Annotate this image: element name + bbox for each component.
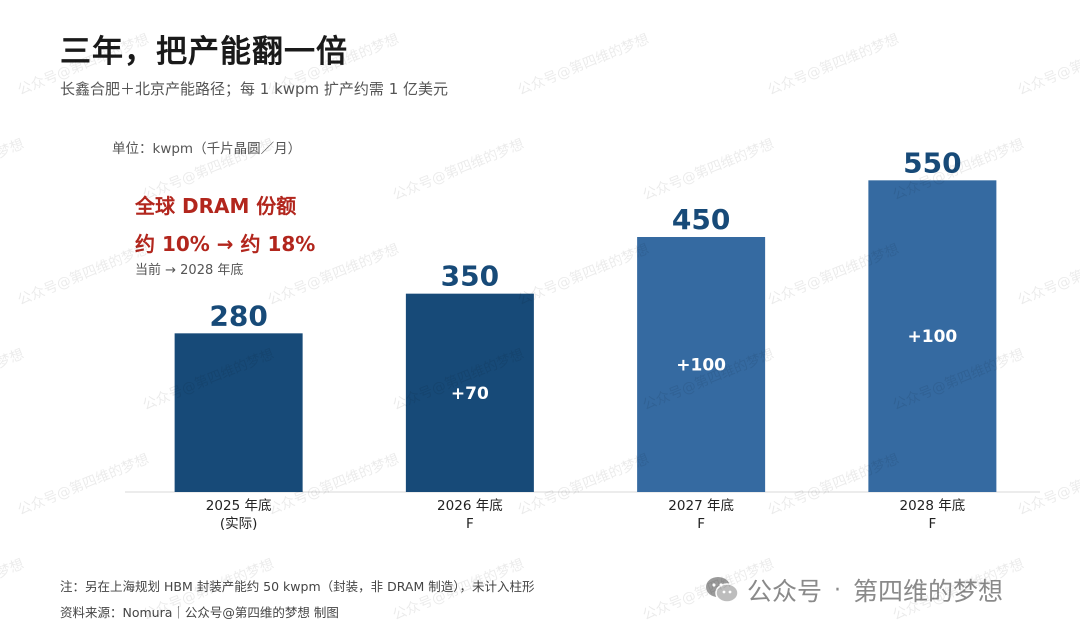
bar-value-label: 280 xyxy=(209,299,267,332)
highlight-title: 全球 DRAM 份额 xyxy=(135,194,297,218)
bar xyxy=(868,180,997,493)
highlight-period: 当前 → 2028 年底 xyxy=(135,263,244,278)
x-tick-label: F xyxy=(466,516,474,532)
brand-name-2: 第四维的梦想 xyxy=(853,577,1004,606)
bar xyxy=(637,237,766,492)
bar-increment-label: +70 xyxy=(451,384,489,404)
bar xyxy=(405,293,534,492)
brand-separator: · xyxy=(834,577,842,603)
footnote: 注：另在上海规划 HBM 封装产能约 50 kwpm（封装，非 DRAM 制造）… xyxy=(60,579,535,594)
bar-increment-label: +100 xyxy=(676,356,726,376)
highlight-share: 约 10% → 约 18% xyxy=(135,232,316,256)
x-tick-label: F xyxy=(697,516,705,532)
x-tick-label: 2026 年底 xyxy=(437,498,503,514)
bar-value-label: 350 xyxy=(441,260,499,293)
x-tick-label: 2027 年底 xyxy=(668,498,734,514)
bar-value-label: 550 xyxy=(903,146,961,179)
page-title: 三年，把产能翻一倍 xyxy=(60,34,348,70)
x-tick-label: 2028 年底 xyxy=(900,498,966,514)
x-tick-label: F xyxy=(928,516,936,532)
page-subtitle: 长鑫合肥＋北京产能路径；每 1 kwpm 扩产约需 1 亿美元 xyxy=(60,80,449,98)
brand-name-1: 公众号 xyxy=(747,577,823,606)
wechat-icon xyxy=(706,577,739,603)
bar xyxy=(174,333,303,492)
x-tick-label: 2025 年底 xyxy=(206,498,272,514)
source-note: 资料来源：Nomura｜公众号@第四维的梦想 制图 xyxy=(60,605,339,620)
x-tick-label: (实际) xyxy=(220,516,258,532)
bar-value-label: 450 xyxy=(672,203,730,236)
bar-increment-label: +100 xyxy=(908,327,958,347)
unit-label: 单位：kwpm（千片晶圆／月） xyxy=(112,141,302,157)
brand-mark: 公众号 · 第四维的梦想 xyxy=(705,572,1003,608)
